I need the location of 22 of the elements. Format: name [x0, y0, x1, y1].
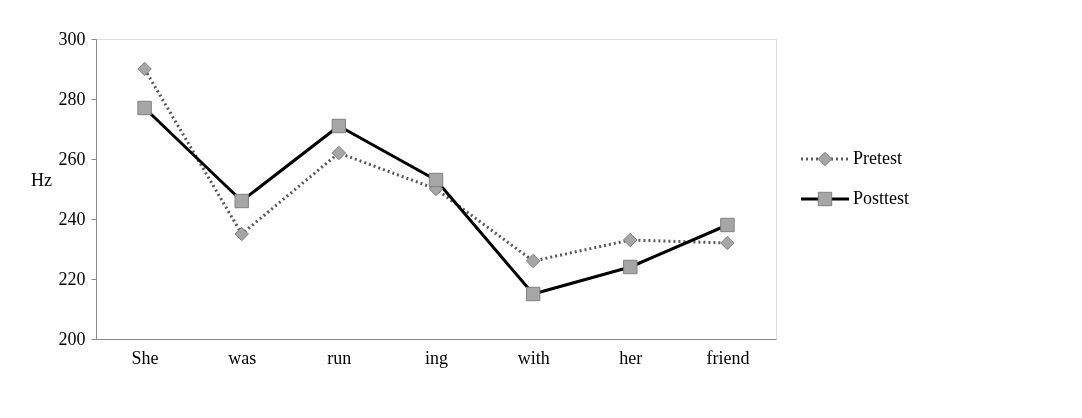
x-tick-label: She	[131, 347, 159, 368]
legend-label: Posttest	[853, 188, 910, 208]
point	[720, 235, 735, 251]
y-axis-title: Hz	[31, 169, 52, 190]
y-tick-label: 300	[58, 28, 86, 49]
legend-label: Pretest	[853, 148, 902, 168]
y-tick-label: 260	[58, 148, 86, 169]
x-tick-label: her	[619, 347, 643, 368]
point	[623, 232, 638, 248]
point	[525, 253, 541, 269]
y-tick-label: 220	[58, 268, 86, 289]
x-tick-label: was	[228, 347, 257, 368]
x-tick-label: with	[517, 347, 550, 368]
x-tick-label: ing	[424, 347, 449, 368]
point	[331, 145, 347, 161]
point	[137, 61, 152, 77]
x-tick-label: run	[327, 347, 352, 368]
y-tick-label: 240	[58, 208, 86, 229]
y-tick-label: 200	[58, 328, 86, 349]
point	[234, 226, 249, 242]
x-tick-label: friend	[706, 347, 750, 368]
y-tick-label: 280	[58, 88, 86, 109]
